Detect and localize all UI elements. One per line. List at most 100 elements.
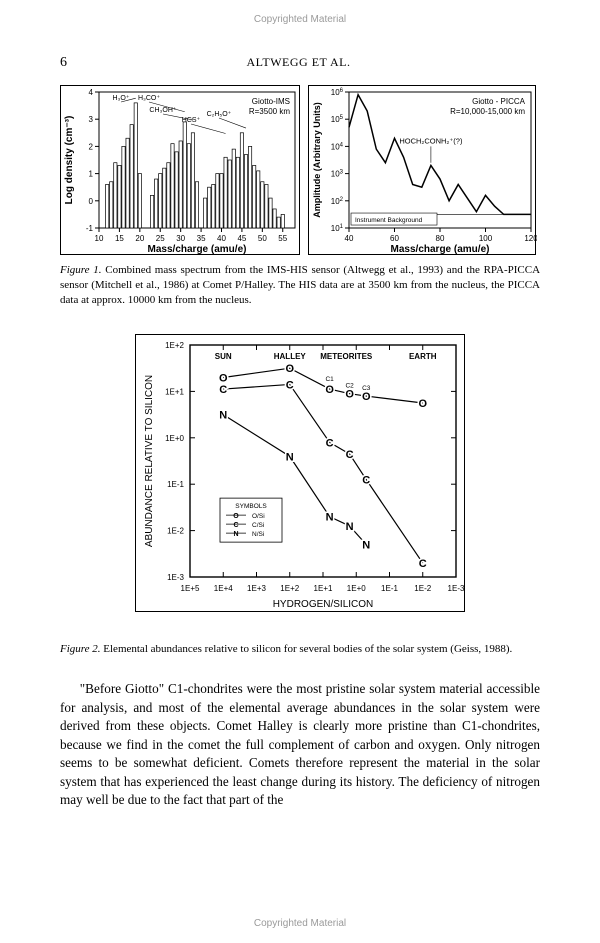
svg-text:O: O <box>345 388 354 400</box>
svg-text:C2: C2 <box>345 382 354 389</box>
svg-text:O: O <box>325 384 334 396</box>
svg-text:C: C <box>219 384 227 396</box>
svg-text:50: 50 <box>258 234 267 243</box>
svg-text:1E+0: 1E+0 <box>165 433 184 442</box>
svg-text:C₂H₅O⁺: C₂H₅O⁺ <box>207 111 232 118</box>
svg-text:10: 10 <box>95 234 104 243</box>
svg-text:C3: C3 <box>362 385 371 392</box>
svg-text:1E-1: 1E-1 <box>167 480 184 489</box>
figure1-panel-b: 40 60 80 100 120 101 102 103 104 105 106 Mass/charg… <box>308 85 536 255</box>
body-paragraph: "Before Giotto" C1-chondrites were the m… <box>60 680 540 809</box>
svg-text:N: N <box>346 520 354 532</box>
svg-text:80: 80 <box>436 234 445 243</box>
svg-text:C: C <box>233 522 238 529</box>
svg-text:30: 30 <box>176 234 185 243</box>
svg-text:105: 105 <box>331 115 344 124</box>
svg-text:R=3500 km: R=3500 km <box>249 107 290 116</box>
svg-text:106: 106 <box>331 88 344 97</box>
running-header: 6 ALTWEGG ET AL. <box>60 55 540 71</box>
svg-text:1E+4: 1E+4 <box>214 584 233 593</box>
svg-text:25: 25 <box>156 234 165 243</box>
page-content: 6 ALTWEGG ET AL. 10152025303540455055-10… <box>60 55 540 903</box>
svg-text:N: N <box>219 409 227 421</box>
svg-text:1E+3: 1E+3 <box>247 584 266 593</box>
svg-text:1E-3: 1E-3 <box>448 584 465 593</box>
svg-text:SYMBOLS: SYMBOLS <box>235 503 267 510</box>
svg-text:1E+2: 1E+2 <box>165 341 184 350</box>
svg-text:CH₃OH⁺: CH₃OH⁺ <box>149 107 176 114</box>
svg-text:1: 1 <box>89 170 94 179</box>
svg-text:1E+2: 1E+2 <box>280 584 299 593</box>
svg-text:104: 104 <box>331 142 344 151</box>
svg-text:N/Si: N/Si <box>252 531 264 538</box>
svg-text:55: 55 <box>278 234 287 243</box>
svg-text:15: 15 <box>115 234 124 243</box>
svg-text:HALLEY: HALLEY <box>274 352 307 361</box>
svg-text:1E-2: 1E-2 <box>167 526 184 535</box>
svg-text:N: N <box>326 511 334 523</box>
svg-text:C: C <box>419 558 427 570</box>
svg-text:HCS⁺: HCS⁺ <box>182 117 201 124</box>
svg-text:SUN: SUN <box>215 352 232 361</box>
svg-text:O: O <box>418 398 427 410</box>
svg-text:O: O <box>285 363 294 375</box>
figure1-caption: Figure 1. Combined mass spectrum from th… <box>60 263 540 308</box>
svg-text:101: 101 <box>331 224 344 233</box>
svg-text:3: 3 <box>89 115 94 124</box>
svg-text:H₃O⁺: H₃O⁺ <box>112 95 129 102</box>
svg-text:-1: -1 <box>86 224 94 233</box>
svg-text:102: 102 <box>331 197 344 206</box>
svg-text:N: N <box>286 451 294 463</box>
figure1-row: 10152025303540455055-101234Mass/charge (… <box>60 85 540 255</box>
svg-text:O: O <box>233 513 239 520</box>
svg-text:O: O <box>219 372 228 384</box>
svg-text:ABUNDANCE RELATIVE TO SILICON: ABUNDANCE RELATIVE TO SILICON <box>144 374 155 546</box>
svg-text:C: C <box>362 474 370 486</box>
svg-text:40: 40 <box>217 234 226 243</box>
svg-text:EARTH: EARTH <box>409 352 437 361</box>
svg-text:120: 120 <box>524 234 537 243</box>
svg-text:103: 103 <box>331 170 344 179</box>
svg-text:1E-3: 1E-3 <box>167 573 184 582</box>
svg-text:H₃CO⁺: H₃CO⁺ <box>138 95 160 102</box>
svg-text:2: 2 <box>89 142 94 151</box>
svg-text:35: 35 <box>197 234 206 243</box>
watermark-top: Copyrighted Material <box>0 14 600 25</box>
svg-text:Giotto - PICCA: Giotto - PICCA <box>472 97 526 106</box>
svg-text:HOCH₂CONH₂⁺(?): HOCH₂CONH₂⁺(?) <box>399 137 463 146</box>
figure2-wrap: 1E+5 1E+4 1E+3 1E+2 1E+1 1E+0 1E-1 1E-2 1E-3 1E-3… <box>60 334 540 612</box>
svg-text:Mass/charge (amu/e): Mass/charge (amu/e) <box>148 244 247 255</box>
svg-text:1E+5: 1E+5 <box>181 584 200 593</box>
svg-text:METEORITES: METEORITES <box>320 352 373 361</box>
svg-text:1E+1: 1E+1 <box>165 387 184 396</box>
running-head: ALTWEGG ET AL. <box>247 55 351 71</box>
svg-text:1E+0: 1E+0 <box>347 584 366 593</box>
svg-text:Amplitude (Arbitrary Units): Amplitude (Arbitrary Units) <box>312 102 322 218</box>
svg-text:20: 20 <box>135 234 144 243</box>
svg-text:C1: C1 <box>325 375 334 382</box>
svg-text:1E-2: 1E-2 <box>414 584 431 593</box>
figure1-panel-a: 10152025303540455055-101234Mass/charge (… <box>60 85 300 255</box>
svg-text:Giotto-IMS: Giotto-IMS <box>252 97 290 106</box>
svg-text:N: N <box>233 531 238 538</box>
svg-text:1E+1: 1E+1 <box>314 584 333 593</box>
svg-text:O/Si: O/Si <box>252 513 265 520</box>
svg-text:C: C <box>286 379 294 391</box>
svg-text:100: 100 <box>479 234 493 243</box>
svg-text:4: 4 <box>89 88 94 97</box>
svg-text:Instrument Background: Instrument Background <box>355 217 423 224</box>
svg-text:45: 45 <box>237 234 246 243</box>
svg-text:40: 40 <box>345 234 354 243</box>
svg-text:1E-1: 1E-1 <box>381 584 398 593</box>
watermark-bottom: Copyrighted Material <box>0 918 600 929</box>
svg-text:R=10,000-15,000 km: R=10,000-15,000 km <box>450 107 525 116</box>
page-number: 6 <box>60 55 67 71</box>
svg-text:C: C <box>346 449 354 461</box>
svg-text:60: 60 <box>390 234 399 243</box>
svg-text:O: O <box>362 391 371 403</box>
svg-text:HYDROGEN/SILICON: HYDROGEN/SILICON <box>273 599 374 610</box>
svg-text:Mass/charge (amu/e): Mass/charge (amu/e) <box>391 244 490 255</box>
svg-text:N: N <box>362 539 370 551</box>
svg-text:C: C <box>326 437 334 449</box>
figure2-panel: 1E+5 1E+4 1E+3 1E+2 1E+1 1E+0 1E-1 1E-2 1E-3 1E-3… <box>135 334 465 612</box>
